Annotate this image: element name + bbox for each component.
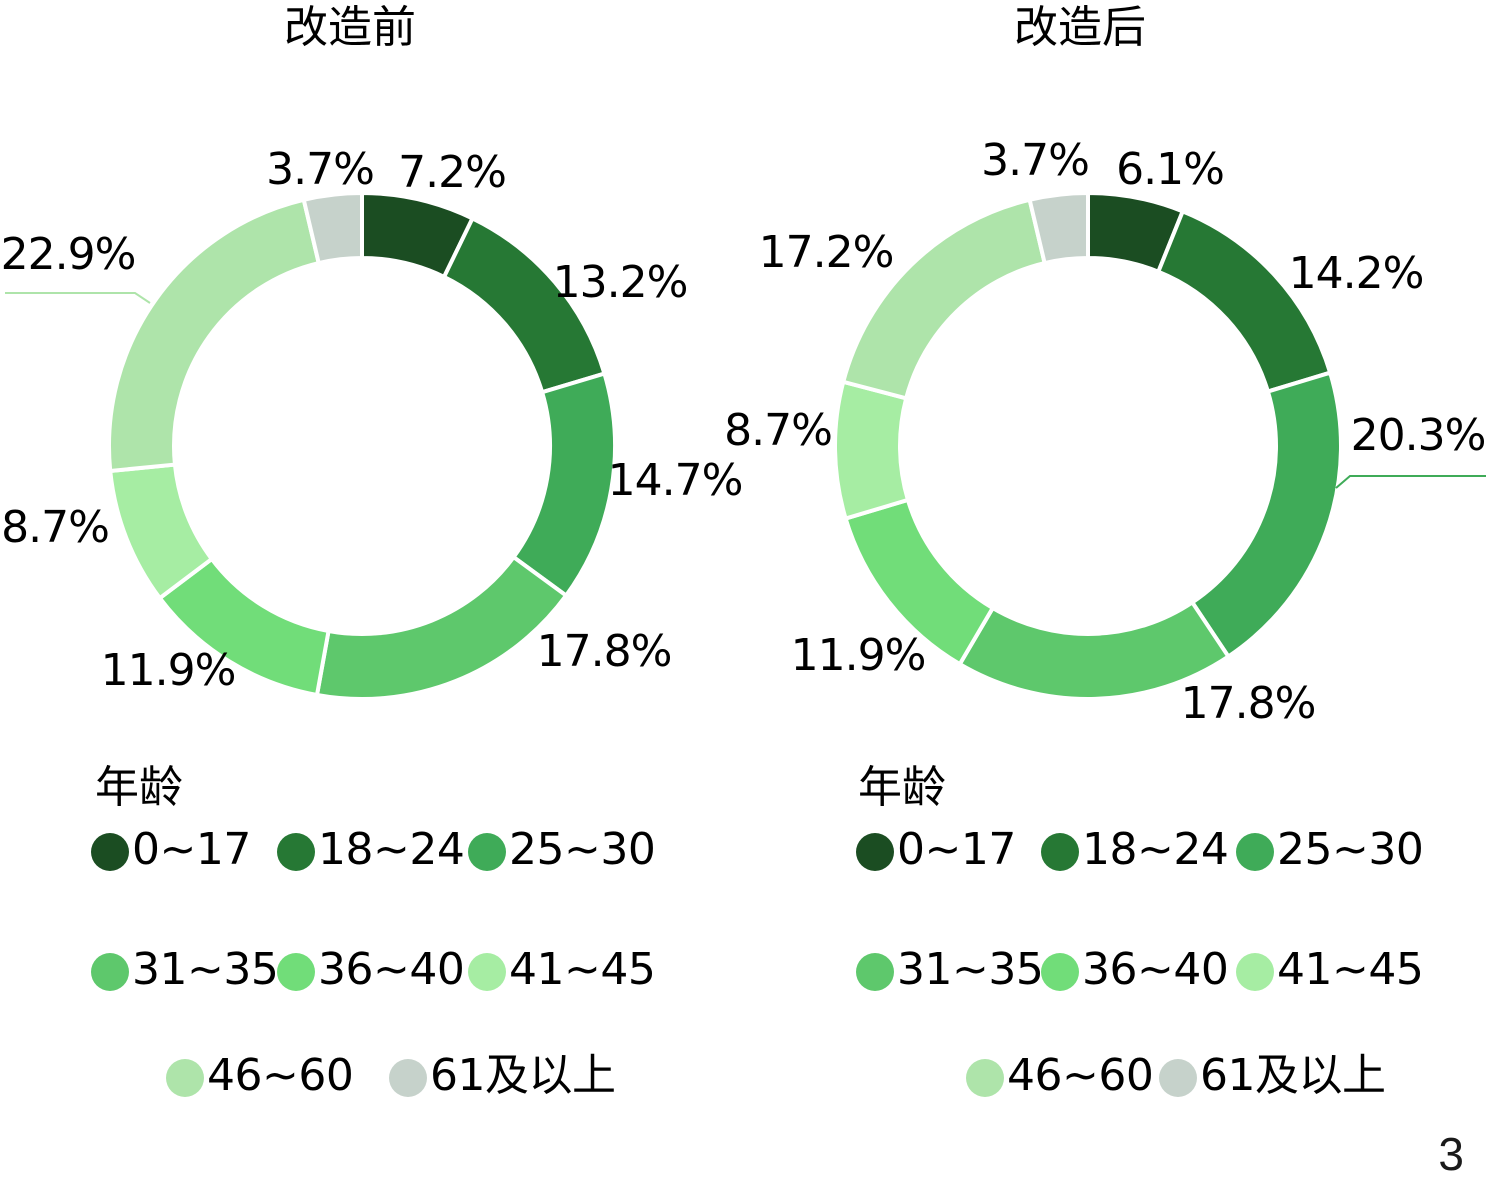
data-label: 17.2%: [759, 227, 894, 278]
data-label: 22.9%: [1, 229, 136, 280]
data-label: 6.1%: [1116, 144, 1224, 195]
leader-line: [1335, 475, 1486, 489]
legend-title: 年龄: [95, 762, 183, 813]
data-label: 11.9%: [101, 645, 236, 696]
data-label: 14.2%: [1289, 248, 1424, 299]
slice-18~24: [1155, 208, 1333, 395]
data-label: 20.3%: [1351, 410, 1486, 461]
data-label: 11.9%: [791, 630, 926, 681]
legend-after: 年龄 0~17 18~24 25~30 31~35 36~40 41~45 46~60 61及以…: [856, 762, 1424, 1101]
legend-label: 0~17: [132, 824, 251, 875]
legend-label: 31~35: [897, 944, 1043, 995]
legend-label: 61及以上: [430, 1050, 616, 1101]
legend-swatch: [856, 833, 894, 871]
legend-label: 25~30: [1277, 824, 1423, 875]
legend-swatch: [389, 1059, 427, 1097]
data-label: 3.7%: [981, 135, 1089, 186]
chart-title-before: 改造前: [284, 2, 416, 53]
page-number: 3: [1438, 1128, 1464, 1180]
legend-label: 46~60: [1007, 1050, 1153, 1101]
data-label: 8.7%: [1, 502, 109, 553]
donut-chart-before: 7.2% 13.2% 14.7% 17.8% 11.9% 8.7% 22.9% 3.7%: [1, 144, 743, 701]
data-label: 14.7%: [608, 455, 743, 506]
legend-swatch: [1041, 833, 1079, 871]
donut-chart-after: 6.1% 14.2% 20.3% 17.8% 11.9% 8.7% 17.2% 3.7%: [724, 135, 1486, 729]
legend-swatch: [1236, 953, 1274, 991]
slice-46~60: [107, 197, 322, 474]
legend-label: 18~24: [318, 824, 464, 875]
legend-swatch: [966, 1059, 1004, 1097]
legend-label: 31~35: [132, 944, 278, 995]
legend-swatch: [468, 833, 506, 871]
legend-label: 25~30: [509, 824, 655, 875]
legend-swatch: [856, 953, 894, 991]
data-label: 8.7%: [724, 405, 832, 456]
legend-label: 36~40: [1082, 944, 1228, 995]
legend-label: 18~24: [1082, 824, 1228, 875]
legend-swatch: [1236, 833, 1274, 871]
slice-61及以上: [1027, 190, 1090, 266]
chart-title-after: 改造后: [1014, 2, 1146, 53]
slice-25~30: [510, 371, 617, 599]
legend-swatch: [277, 953, 315, 991]
legend-swatch: [1041, 953, 1079, 991]
leader-line: [5, 292, 151, 304]
slice-25~30: [1189, 370, 1343, 660]
data-label: 17.8%: [1181, 678, 1316, 729]
legend-swatch: [166, 1059, 204, 1097]
legend-label: 61及以上: [1200, 1050, 1386, 1101]
data-label: 7.2%: [398, 147, 506, 198]
data-label: 13.2%: [553, 257, 688, 308]
legend-label: 41~45: [1277, 944, 1423, 995]
slice-31~35: [314, 554, 569, 701]
legend-label: 41~45: [509, 944, 655, 995]
data-label: 17.8%: [537, 626, 672, 677]
slice-41~45: [833, 379, 911, 522]
slice-61及以上: [301, 190, 364, 266]
data-label: 3.7%: [266, 144, 374, 195]
legend-label: 46~60: [207, 1050, 353, 1101]
legend-swatch: [91, 833, 129, 871]
legend-swatch: [1159, 1059, 1197, 1097]
legend-title: 年龄: [858, 762, 946, 813]
legend-before: 年龄 0~17 18~24 25~30 31~35 36~40 41~45 46~60 61及以…: [91, 762, 656, 1101]
legend-swatch: [277, 833, 315, 871]
legend-label: 36~40: [318, 944, 464, 995]
legend-label: 0~17: [897, 824, 1016, 875]
legend-swatch: [468, 953, 506, 991]
legend-swatch: [91, 953, 129, 991]
